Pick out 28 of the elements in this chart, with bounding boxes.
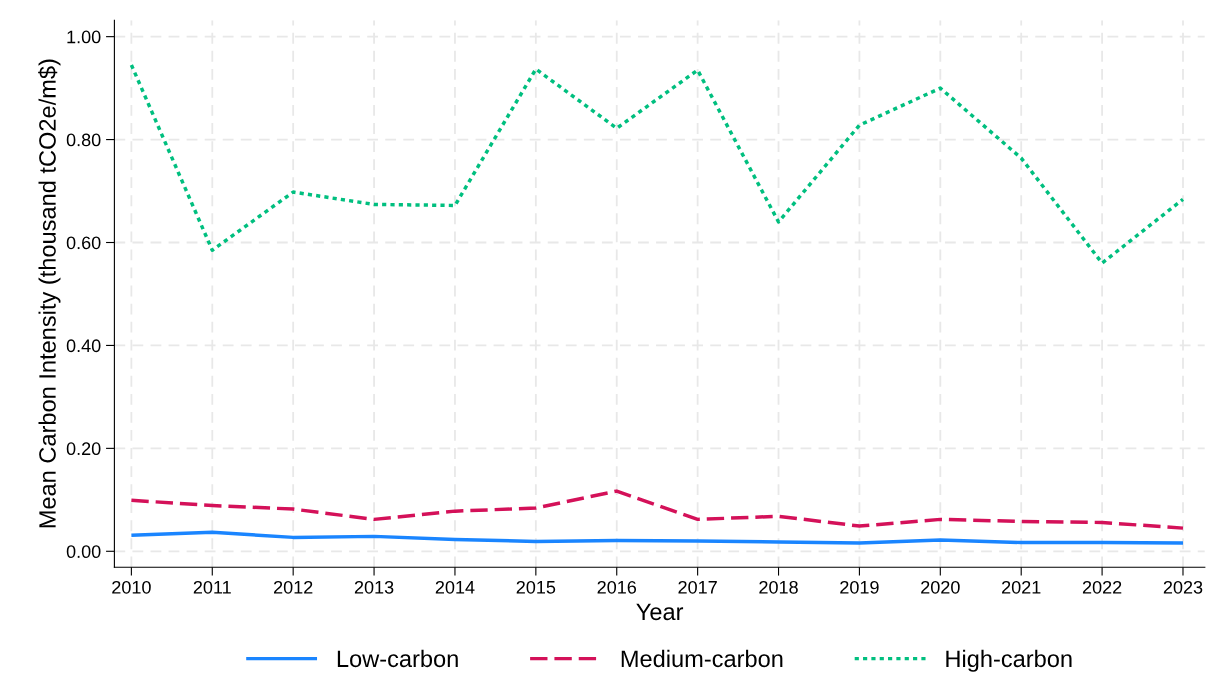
x-axis-title: Year bbox=[636, 603, 684, 621]
x-tick-label: 2023 bbox=[1163, 580, 1203, 594]
y-tick-label: 1.00 bbox=[67, 30, 101, 44]
x-tick-label: 2010 bbox=[112, 580, 151, 594]
x-tick-label: 2018 bbox=[759, 580, 798, 594]
line-series bbox=[129, 63, 1185, 265]
line-series bbox=[129, 530, 1185, 545]
y-tick-label: 0.60 bbox=[66, 236, 101, 250]
x-tick-label: 2021 bbox=[1002, 580, 1041, 594]
x-tick-label: 2017 bbox=[678, 580, 717, 594]
legend-label: High-carbon bbox=[946, 649, 1072, 672]
x-tick-label: 2016 bbox=[597, 580, 637, 594]
y-tick-label: 0.80 bbox=[66, 133, 101, 147]
y-tick-label: 0.00 bbox=[66, 545, 101, 559]
x-tick-label: 2011 bbox=[193, 580, 231, 594]
x-tick-label: 2020 bbox=[921, 580, 960, 594]
line-series bbox=[129, 489, 1185, 530]
x-tick-label: 2014 bbox=[435, 580, 475, 594]
x-tick-label: 2019 bbox=[840, 580, 879, 594]
x-tick-label: 2013 bbox=[354, 580, 394, 594]
legend-label: Low-carbon bbox=[337, 649, 458, 668]
y-tick-label: 0.20 bbox=[66, 442, 101, 456]
y-axis-title: Mean Carbon Intensity (thousand tCO2e/m$) bbox=[38, 59, 61, 528]
x-tick-label: 2022 bbox=[1082, 580, 1122, 594]
x-tick-label: 2015 bbox=[516, 580, 556, 594]
y-tick-label: 0.40 bbox=[66, 339, 101, 353]
x-tick-label: 2012 bbox=[274, 580, 313, 594]
legend-label: Medium-carbon bbox=[621, 649, 783, 668]
